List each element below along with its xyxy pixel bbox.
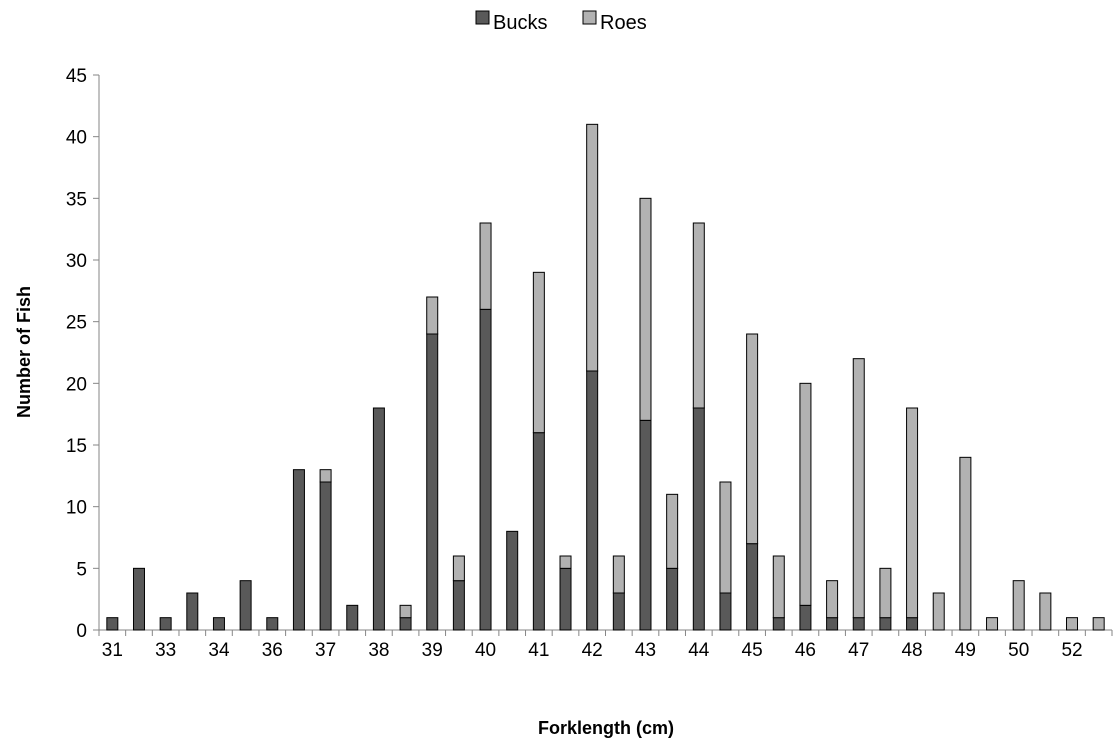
bar-bucks-40	[479, 308, 492, 631]
bar-roes-44	[692, 222, 705, 409]
bar-roes-46	[799, 382, 812, 606]
y-tick-label: 15	[66, 436, 87, 457]
x-tick-label: 52	[1061, 640, 1082, 661]
x-tick-label: 33	[155, 640, 176, 661]
bar-bucks-42-5	[612, 592, 625, 631]
bar-roes-47	[852, 358, 865, 619]
y-axis-title: Number of Fish	[14, 286, 34, 418]
bar-roes-48-5	[932, 592, 945, 631]
bar-roes-37	[319, 469, 332, 483]
bar-bucks-43	[639, 419, 652, 631]
bar-roes-41	[532, 271, 545, 434]
bar-roes-52-5	[1092, 617, 1105, 631]
bar-bucks-39	[426, 333, 439, 631]
x-tick-label: 44	[688, 640, 710, 661]
x-tick-label: 45	[742, 640, 763, 661]
bar-roes-38-5	[399, 604, 412, 619]
legend-swatch-roes	[582, 10, 597, 25]
x-axis-title: Forklength (cm)	[538, 718, 674, 738]
y-tick-label: 30	[66, 251, 87, 272]
bar-bucks-44	[692, 407, 705, 631]
bar-roes-45	[746, 333, 759, 545]
legend-label-roes: Roes	[600, 12, 647, 34]
x-tick-label: 48	[901, 640, 922, 661]
bar-bucks-36	[266, 617, 279, 631]
y-tick-label: 5	[76, 559, 87, 580]
bar-roes-49	[959, 456, 972, 631]
bar-bucks-31-5	[132, 567, 145, 631]
x-tick-label: 49	[955, 640, 976, 661]
bar-bucks-41	[532, 432, 545, 631]
bar-bucks-42	[586, 370, 599, 631]
y-tick-label: 10	[66, 498, 87, 519]
bar-bucks-36-5	[292, 469, 305, 631]
bar-bucks-45	[746, 543, 759, 631]
bar-roes-44-5	[719, 481, 732, 594]
x-tick-label: 47	[848, 640, 869, 661]
legend-swatch-bucks	[475, 10, 490, 25]
y-axis: 0 5 10 15 20 25 30 35 40 45	[66, 66, 100, 642]
bar-bucks-48	[906, 617, 919, 631]
bar-bucks-34	[212, 617, 225, 631]
bar-roes-40	[479, 222, 492, 310]
bar-bucks-47	[852, 617, 865, 631]
bar-roes-39	[426, 296, 439, 335]
bars	[106, 123, 1105, 631]
bar-bucks-41-5	[559, 567, 572, 631]
bar-bucks-47-5	[879, 617, 892, 631]
bar-bucks-34-5	[239, 580, 252, 631]
bar-roes-52	[1066, 617, 1079, 631]
bar-bucks-43-5	[666, 567, 679, 631]
bar-roes-50	[1012, 580, 1025, 631]
x-tick-label: 34	[208, 640, 230, 661]
x-tick-label: 42	[582, 640, 603, 661]
bar-roes-49-5	[986, 617, 999, 631]
bar-roes-43-5	[666, 493, 679, 569]
bar-bucks-37	[319, 481, 332, 631]
x-tick-label: 41	[528, 640, 549, 661]
bar-roes-43	[639, 197, 652, 421]
bar-bucks-40-5	[506, 530, 519, 631]
bar-roes-48	[906, 407, 919, 619]
x-tick-label: 38	[368, 640, 389, 661]
bar-roes-47-5	[879, 567, 892, 619]
x-tick-label: 40	[475, 640, 496, 661]
legend-label-bucks: Bucks	[493, 12, 547, 34]
legend: Bucks Roes	[475, 10, 647, 34]
y-tick-label: 0	[76, 621, 87, 642]
x-tick-label: 36	[262, 640, 283, 661]
bar-roes-41-5	[559, 555, 572, 569]
bar-roes-46-5	[826, 580, 839, 619]
bar-roes-45-5	[772, 555, 785, 619]
y-tick-label: 20	[66, 374, 87, 395]
y-tick-label: 40	[66, 128, 87, 149]
bar-bucks-46-5	[826, 617, 839, 631]
x-tick-label: 43	[635, 640, 656, 661]
bar-bucks-31	[106, 617, 119, 631]
bar-roes-39-5	[452, 555, 465, 582]
bar-bucks-33	[159, 617, 172, 631]
bar-bucks-38	[372, 407, 385, 631]
x-tick-label: 39	[422, 640, 443, 661]
bar-bucks-45-5	[772, 617, 785, 631]
y-tick-label: 45	[66, 66, 87, 87]
bar-roes-50-5	[1039, 592, 1052, 631]
bar-bucks-37-5	[346, 604, 359, 631]
x-tick-label: 37	[315, 640, 336, 661]
bar-bucks-38-5	[399, 617, 412, 631]
x-axis: 31 33 34 36 37 38 39 40 41 42 43 44 45 46 47 48 49 50 52	[98, 629, 1113, 661]
bar-bucks-46	[799, 604, 812, 631]
x-tick-label: 50	[1008, 640, 1029, 661]
x-tick-label: 31	[102, 640, 123, 661]
x-tick-label: 46	[795, 640, 816, 661]
bar-bucks-39-5	[452, 580, 465, 631]
bar-roes-42-5	[612, 555, 625, 594]
bar-roes-42	[586, 123, 599, 372]
y-tick-label: 25	[66, 313, 87, 334]
bar-bucks-44-5	[719, 592, 732, 631]
y-tick-label: 35	[66, 189, 87, 210]
bar-bucks-33-5	[186, 592, 199, 631]
